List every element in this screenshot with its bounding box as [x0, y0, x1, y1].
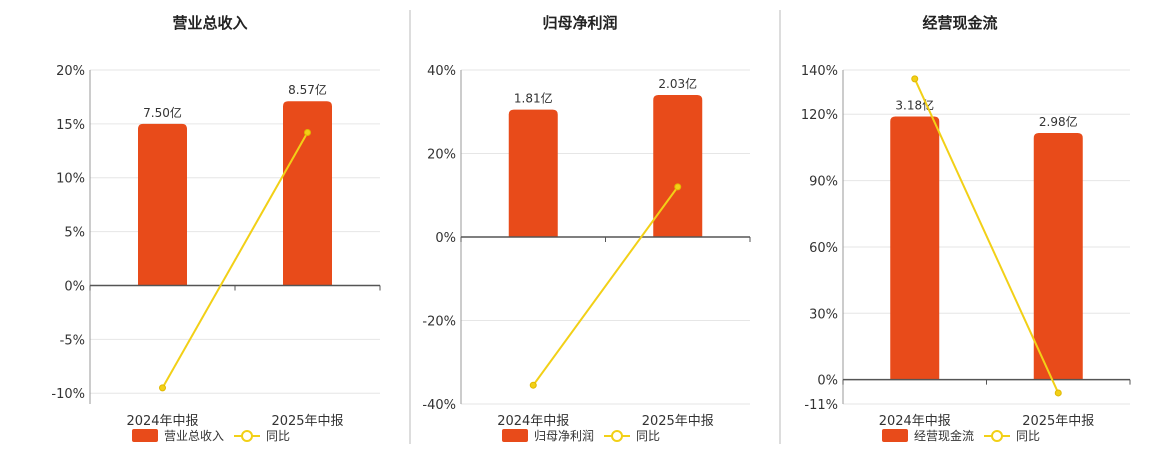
bar-data-label: 8.57亿 — [288, 82, 327, 97]
y-tick-label: 10% — [56, 172, 85, 187]
chart-title: 营业总收入 — [172, 14, 247, 32]
y-tick-label: 0% — [435, 231, 456, 246]
legend-bar-swatch — [502, 429, 528, 442]
y-tick-label: 0% — [64, 279, 85, 294]
chart-title: 归母净利润 — [542, 14, 617, 32]
y-tick-label: 90% — [809, 175, 838, 190]
x-category-label: 2025年中报 — [642, 414, 714, 429]
x-category-label: 2025年中报 — [1022, 414, 1094, 429]
legend-bar-label: 归母净利润 — [534, 429, 594, 443]
yoy-line — [532, 186, 679, 386]
bar-data-label: 2.98亿 — [1039, 114, 1078, 129]
legend-line-label: 同比 — [1016, 429, 1040, 443]
legend: 经营现金流 同比 — [882, 428, 1040, 443]
yoy-point — [674, 183, 682, 191]
legend-bar-label: 营业总收入 — [164, 429, 224, 443]
bar — [1033, 133, 1083, 380]
y-tick-label: 20% — [56, 64, 85, 79]
legend-bar-swatch — [882, 429, 908, 442]
bar — [653, 95, 703, 237]
legend-bar-swatch — [132, 429, 158, 442]
legend-bar-label: 经营现金流 — [914, 428, 974, 443]
yoy-line — [161, 131, 309, 389]
bar-data-label: 7.50亿 — [143, 105, 182, 120]
yoy-point — [304, 128, 311, 136]
legend: 营业总收入 同比 — [132, 429, 290, 443]
y-tick-label: 0% — [817, 374, 838, 389]
yoy-point — [159, 384, 166, 392]
yoy-point — [1054, 389, 1062, 397]
y-tick-label: 20% — [427, 148, 456, 163]
y-tick-label: 60% — [809, 241, 838, 256]
y-tick-label: 15% — [56, 118, 85, 133]
y-tick-label: 5% — [64, 226, 85, 241]
chart-title: 经营现金流 — [922, 14, 997, 32]
y-tick-label: 30% — [809, 307, 838, 322]
x-category-label: 2024年中报 — [126, 414, 198, 429]
bar — [508, 109, 558, 237]
y-tick-label: -5% — [60, 333, 85, 348]
x-category-label: 2024年中报 — [879, 414, 951, 429]
x-category-label: 2025年中报 — [271, 414, 343, 429]
bar — [283, 101, 332, 286]
chart-3: 经营现金流140%120%90%60%30%0%-11%3.18亿2.98亿20… — [779, 10, 1131, 444]
legend: 归母净利润 同比 — [502, 429, 660, 443]
chart-2: 归母净利润 40% 20% 0% -20% -40% 1.81亿 2.03亿 2024年中报 20… — [409, 10, 751, 444]
yoy-point — [911, 75, 919, 83]
x-category-label: 2024年中报 — [497, 414, 569, 429]
yoy-point — [529, 381, 537, 389]
bar — [890, 116, 940, 380]
y-tick-label: 40% — [427, 64, 456, 79]
yoy-line — [913, 78, 1060, 394]
y-tick-label: 120% — [801, 108, 838, 123]
chart-1: 营业总收入 20% 15% 10% 5% 0% -5% -10% 7.50亿 8.57亿 2024年… — [51, 14, 381, 443]
legend-line-marker — [241, 430, 253, 442]
bar — [138, 123, 187, 286]
y-tick-label: 140% — [801, 64, 838, 79]
y-tick-label: -40% — [422, 398, 456, 413]
y-tick-label: -20% — [422, 315, 456, 330]
legend-line-marker — [611, 430, 623, 442]
bar-data-label: 1.81亿 — [514, 91, 553, 106]
y-tick-label: -11% — [804, 398, 838, 413]
y-tick-label: -10% — [51, 387, 85, 402]
legend-line-label: 同比 — [266, 429, 290, 443]
legend-line-marker — [991, 430, 1003, 442]
legend-line-label: 同比 — [636, 429, 660, 443]
bar-data-label: 2.03亿 — [658, 76, 697, 91]
